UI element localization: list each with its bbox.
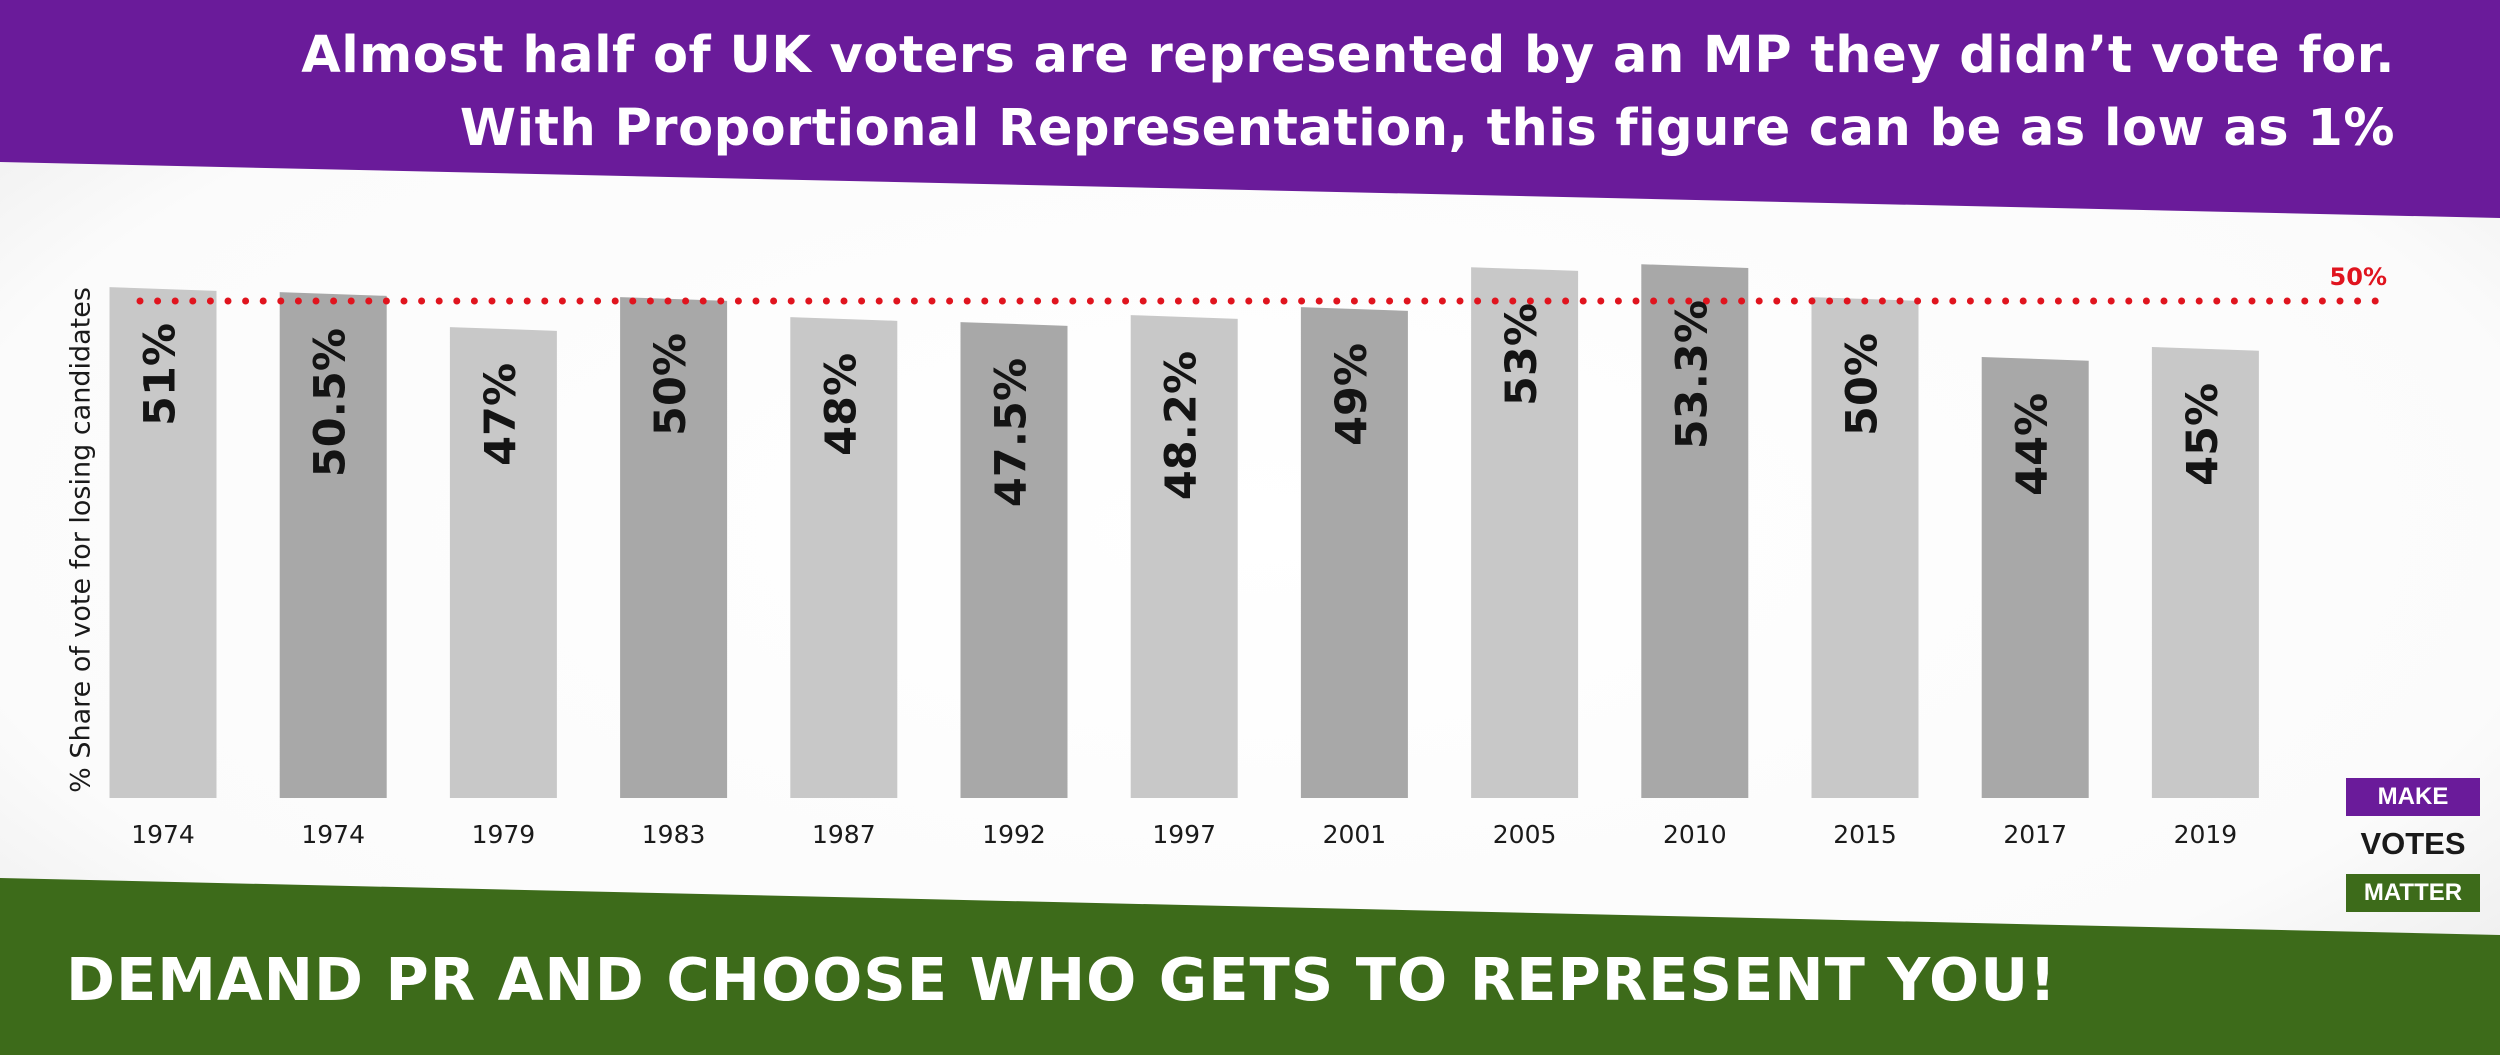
data-label-2: 47% [476,363,526,466]
tick-label-3: 1983 [642,820,706,849]
tick-label-1: 1974 [301,820,365,849]
data-label-7: 49% [1327,343,1377,446]
data-label-9: 53.3% [1667,300,1717,449]
bar-1979-2 [449,327,557,798]
tick-label-0: 1974 [131,820,195,849]
bar-1983-3 [620,297,728,798]
data-label-0: 51% [136,323,186,426]
data-label-6: 48.2% [1157,351,1207,500]
tick-label-2: 1979 [472,820,536,849]
data-label-3: 50% [646,333,696,436]
data-label-10: 50% [1838,333,1888,436]
header-band [0,0,2500,218]
headline-line-2: With Proportional Representation, this f… [459,99,2395,158]
bar-2017-11 [1981,357,2089,798]
bar-1974-1 [279,292,387,798]
tick-label-4: 1987 [812,820,876,849]
make-votes-matter-logo: MAKE VOTES MATTER [2346,778,2480,912]
tick-label-10: 2015 [1833,820,1897,849]
tick-label-5: 1992 [982,820,1046,849]
logo-make: MAKE [2346,778,2480,816]
data-label-4: 48% [816,353,866,456]
tick-label-12: 2019 [2174,820,2238,849]
reference-line-label: 50% [2330,263,2387,291]
data-label-11: 44% [2008,393,2058,496]
bar-2001-7 [1300,307,1408,798]
logo-votes: VOTES [2360,826,2466,861]
bar-1997-6 [1130,315,1238,798]
tick-label-7: 2001 [1323,820,1387,849]
bar-2019-12 [2151,347,2259,798]
bar-1987-4 [790,317,898,798]
tick-label-9: 2010 [1663,820,1727,849]
bar-2005-8 [1471,267,1579,798]
headline-line-1: Almost half of UK voters are represented… [301,26,2395,85]
bar-2010-9 [1641,264,1749,799]
bar-2015-10 [1811,297,1919,798]
data-label-8: 53% [1497,303,1547,406]
data-label-1: 50.5% [306,328,356,477]
bar-1974-0 [109,287,217,798]
tick-label-6: 1997 [1152,820,1216,849]
bar-1992-5 [960,322,1068,798]
bar-chart: 50% 51% 50.5% 47% 50% 48% 47.5% 48.2% 49% 53% 53.3… [66,263,2392,849]
data-label-12: 45% [2178,383,2228,486]
data-label-5: 47.5% [987,358,1037,507]
footer-band [0,878,2500,1055]
y-axis-label: % Share of vote for losing candidates [66,287,97,793]
tick-label-11: 2017 [2003,820,2067,849]
call-to-action: DEMAND PR AND CHOOSE WHO GETS TO REPRESE… [66,945,2058,1014]
logo-matter: MATTER [2346,874,2480,912]
tick-label-8: 2005 [1493,820,1557,849]
